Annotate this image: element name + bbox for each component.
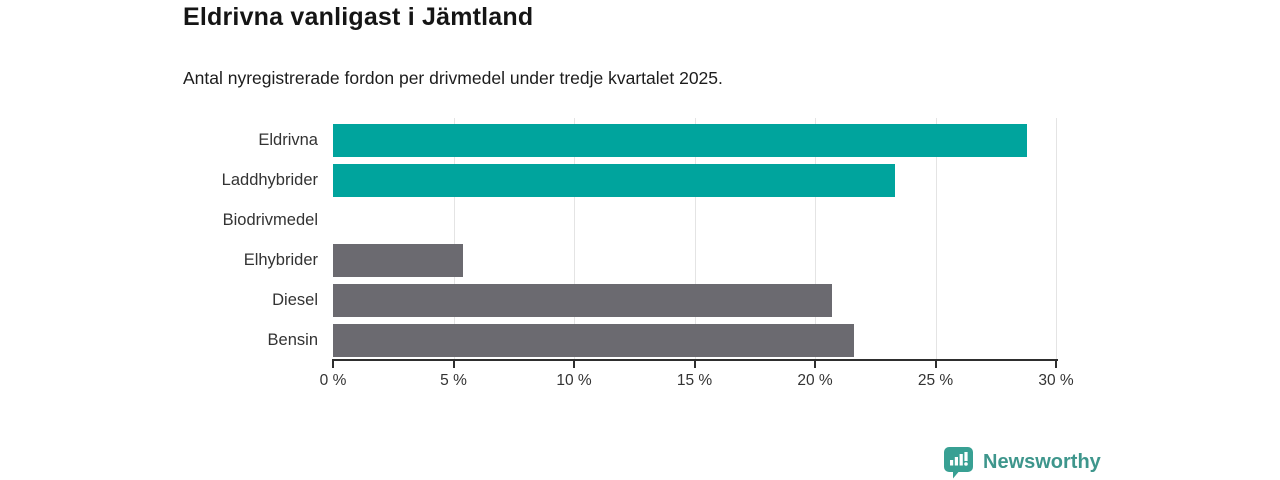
x-axis-tick-label: 15 % [676,372,713,389]
bar-diesel [333,284,832,317]
x-axis-tick-15 [693,361,696,368]
category-label-eldrivna: Eldrivna [258,130,318,149]
category-label-diesel: Diesel [272,290,318,309]
category-label-laddhybrider: Laddhybrider [221,170,318,189]
gridline-20 [815,118,816,360]
gridline-5 [453,118,455,360]
x-axis-line [332,359,1058,361]
x-axis-tick-0 [332,361,334,368]
category-labels: Eldrivna Laddhybrider Biodrivmedel Elhybrid… [140,118,318,360]
bar-laddhybrider [333,164,895,197]
x-axis-tick-10 [573,361,575,368]
gridline-10 [574,118,575,360]
x-axis-tick-5 [452,361,455,368]
x-axis-tick-label: 25 % [917,372,954,389]
bar-chart-plot-area [333,118,1057,360]
bar-elhybrider [333,244,464,277]
gridline-30 [1056,118,1057,360]
x-axis-tick-label: 20 % [797,372,833,389]
x-axis: 0 % 5 % 10 % 15 % 20 % 25 % 30 % [320,359,1074,399]
bar-bensin [333,324,854,357]
page-subtitle: Antal nyregistrerade fordon per drivmede… [183,68,723,88]
x-axis-tick-30 [1055,361,1057,368]
category-label-elhybrider: Elhybrider [243,250,318,269]
newsworthy-logo: Newsworthy [943,446,1101,479]
gridline-25 [935,118,937,360]
x-axis-tick-label: 0 % [319,372,347,389]
x-axis-tick-25 [934,361,937,368]
category-label-biodrivmedel: Biodrivmedel [222,210,318,229]
page-title: Eldrivna vanligast i Jämtland [183,3,534,31]
bar-chart-speech-bubble-icon [944,447,973,479]
x-axis-tick-label: 30 % [1038,372,1074,389]
newsworthy-wordmark: Newsworthy [983,451,1101,473]
x-axis-tick-label: 5 % [440,372,467,389]
bar-eldrivna [333,124,1028,157]
x-axis-tick-label: 10 % [556,372,592,389]
category-label-bensin: Bensin [267,330,318,349]
x-axis-tick-20 [814,361,816,368]
gridline-15 [694,118,696,360]
